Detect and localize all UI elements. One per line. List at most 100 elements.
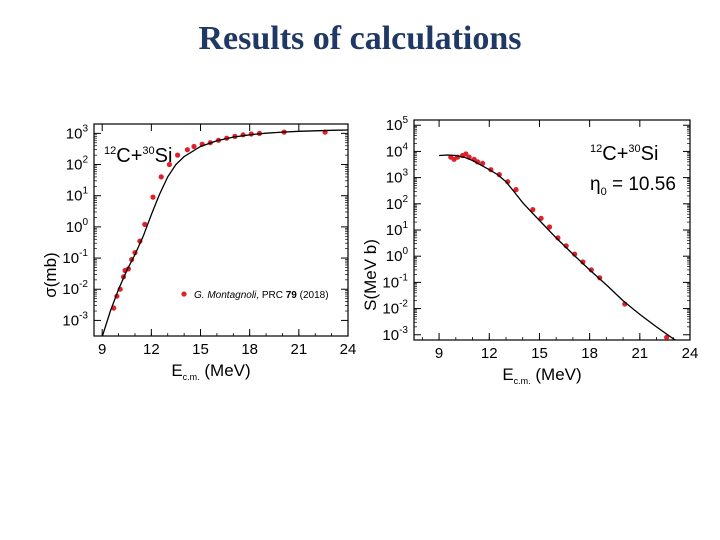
- y-tick-exponent: 0: [82, 217, 88, 228]
- y-tick-base: 10: [386, 196, 403, 213]
- x-axis-label: Ec.m. (MeV): [171, 361, 250, 382]
- y-tick-label: 101: [386, 220, 409, 239]
- data-point: [588, 267, 594, 273]
- reaction-mass-number-1: 12: [104, 145, 116, 157]
- y-tick-label: 10-2: [382, 299, 408, 318]
- y-tick-base: 10: [386, 143, 403, 160]
- x-tick-label: 24: [340, 341, 357, 358]
- y-tick-exponent: -3: [399, 325, 408, 336]
- reaction-label: 12C+30Si: [104, 145, 172, 167]
- data-point: [166, 161, 172, 168]
- cross-section-chart: 9 12 15 18 21 2410310210110010-110-210-3Ec.m.…: [41, 123, 357, 382]
- y-tick-exponent: 2: [402, 194, 408, 205]
- data-point: [538, 215, 544, 221]
- y-tick-exponent: 1: [402, 220, 408, 231]
- legend-volume: 79: [286, 290, 298, 301]
- y-tick-label: 103: [66, 123, 89, 142]
- legend-author: G. Montagnoli: [194, 290, 257, 301]
- y-tick-label: 101: [66, 186, 89, 205]
- y-tick-exponent: -1: [79, 248, 88, 259]
- x-tick-label: 21: [290, 341, 307, 358]
- reaction-nucleus-2: Si: [155, 145, 173, 167]
- data-point: [572, 251, 578, 257]
- eta-subscript: 0: [601, 186, 607, 198]
- x-axis-label-unit: (MeV): [531, 365, 582, 384]
- y-tick-base: 10: [382, 327, 399, 344]
- y-tick-label: 100: [386, 246, 409, 265]
- y-tick-base: 10: [62, 312, 79, 329]
- cross-section-chart-panel: 9 12 15 18 21 24 103 102 101 100 10-1 10-2 10-3 Ec.m.…: [30, 112, 360, 384]
- y-tick-base: 10: [386, 222, 403, 239]
- data-point: [580, 259, 586, 265]
- x-tick-label: 9: [435, 345, 443, 362]
- eta-label: η0 = 10.56: [590, 174, 676, 198]
- y-tick-exponent: -2: [399, 299, 408, 310]
- x-axis-label-main: E: [171, 361, 182, 380]
- y-tick-base: 10: [62, 281, 79, 298]
- x-axis-label-subscript: c.m.: [183, 372, 200, 382]
- x-axis-label-unit: (MeV): [200, 361, 251, 380]
- y-tick-exponent: 1: [82, 186, 88, 197]
- data-point: [546, 224, 553, 230]
- y-tick-label: 103: [386, 168, 409, 187]
- eta-symbol: η: [590, 174, 601, 195]
- y-tick-label: 10-2: [62, 279, 88, 298]
- data-point: [664, 334, 670, 340]
- data-point: [555, 235, 561, 241]
- y-tick-label: 100: [66, 217, 89, 236]
- data-point: [191, 143, 197, 150]
- reaction-nucleus-1: C+: [116, 145, 142, 167]
- y-axis-label: σ(mb): [41, 252, 60, 297]
- y-tick-base: 10: [66, 188, 83, 205]
- y-tick-exponent: -2: [79, 279, 88, 290]
- reaction-mass-number-1: 12: [590, 143, 602, 155]
- x-tick-label: 9: [98, 341, 106, 358]
- x-axis-label: Ec.m. (MeV): [502, 365, 581, 384]
- data-point: [513, 187, 519, 193]
- data-point: [184, 147, 190, 153]
- reaction-nucleus-1: C+: [602, 143, 628, 165]
- legend-year: (2018): [297, 290, 329, 301]
- x-tick-label: 18: [581, 345, 598, 362]
- y-tick-base: 10: [66, 219, 83, 236]
- x-axis-label-subscript: c.m.: [514, 376, 531, 384]
- y-tick-base: 10: [386, 170, 403, 187]
- data-point: [175, 152, 181, 158]
- data-point: [496, 172, 502, 178]
- x-tick-label: 12: [143, 341, 160, 358]
- y-tick-label: 10-1: [62, 248, 88, 267]
- x-tick-label: 12: [481, 345, 498, 362]
- reaction-mass-number-2: 30: [142, 145, 154, 157]
- y-tick-label: 102: [386, 194, 409, 213]
- reaction-mass-number-2: 30: [628, 143, 640, 155]
- y-tick-exponent: -1: [399, 272, 408, 283]
- y-tick-exponent: 0: [402, 246, 408, 257]
- y-tick-label: 10-3: [382, 325, 408, 344]
- eta-value: = 10.56: [607, 174, 676, 195]
- y-tick-label: 104: [386, 141, 409, 160]
- slide-title: Results of calculations: [198, 20, 522, 57]
- fit-curve: [439, 154, 677, 340]
- legend-journal: , PRC: [256, 290, 285, 301]
- data-point: [463, 151, 469, 157]
- x-axis-label-main: E: [502, 365, 513, 384]
- y-tick-base: 10: [386, 117, 403, 134]
- data-point: [150, 194, 156, 200]
- reaction-label: 12C+30Si: [590, 143, 658, 165]
- y-tick-exponent: 3: [402, 168, 408, 179]
- y-tick-base: 10: [382, 301, 399, 318]
- y-tick-label: 105: [386, 115, 409, 134]
- y-tick-base: 10: [66, 157, 83, 174]
- y-tick-exponent: -3: [79, 310, 88, 321]
- y-tick-base: 10: [62, 250, 79, 267]
- s-factor-chart-panel: 9 12 15 18 21 24 105 104 103 102 101 100 10-1 10-2 10-…: [360, 112, 710, 386]
- y-tick-label: 10-3: [62, 310, 88, 329]
- y-tick-exponent: 3: [82, 123, 88, 134]
- x-tick-label: 15: [531, 345, 548, 362]
- data-point: [597, 275, 603, 281]
- data-point: [158, 174, 164, 180]
- y-tick-base: 10: [66, 125, 83, 142]
- x-tick-label: 24: [682, 345, 699, 362]
- y-tick-label: 102: [66, 155, 89, 174]
- x-tick-label: 15: [192, 341, 209, 358]
